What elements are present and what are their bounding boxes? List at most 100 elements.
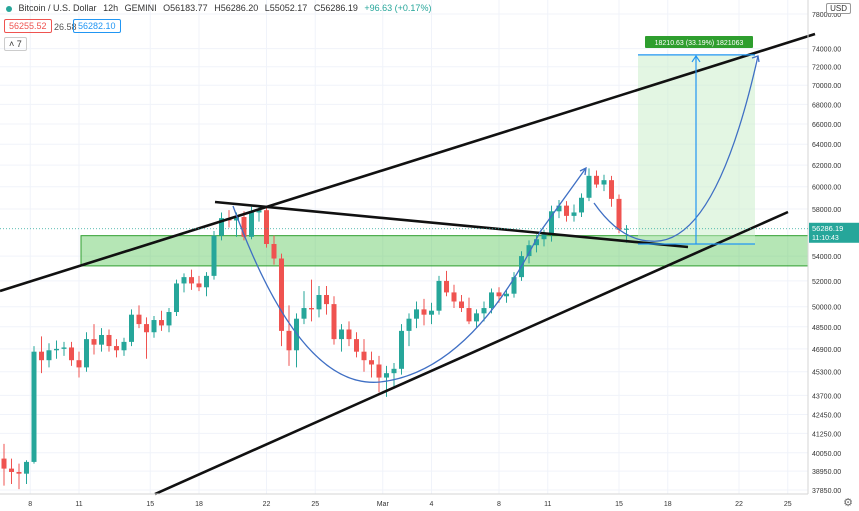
candle-body: [331, 304, 337, 340]
candle-body: [421, 309, 427, 315]
ohlc-close: C56286.19: [313, 3, 358, 13]
candle-body: [444, 280, 449, 293]
measure-label-bg: [645, 36, 753, 48]
price-tick-label: 50000.00: [812, 305, 841, 312]
candle-body: [54, 348, 59, 351]
time-tick-label: 25: [784, 501, 792, 508]
candle-body: [624, 228, 629, 230]
candle-body: [406, 318, 412, 331]
candle-body: [99, 334, 104, 345]
price-tick-label: 58000.00: [812, 207, 841, 214]
candle-body: [564, 205, 569, 216]
price-tick-label: 41250.00: [812, 431, 841, 438]
price-tick-label: 68000.00: [812, 102, 841, 109]
candle-body: [466, 308, 472, 322]
price-tick-label: 42450.00: [812, 412, 841, 419]
exchange-label: GEMINI: [124, 3, 157, 13]
candle-body: [361, 351, 367, 361]
candle-body: [451, 292, 457, 302]
candle-body: [61, 347, 67, 349]
neckline: [214, 200, 689, 249]
candle-body: [144, 324, 149, 333]
candle-body: [196, 283, 202, 288]
candle-body: [76, 360, 82, 368]
candle-body: [249, 212, 254, 237]
time-axis[interactable]: 8 11 15 18 22 25 Mar 4 8 11 15 18 22 25: [0, 493, 808, 508]
lower-channel-line: [154, 210, 789, 496]
time-tick-label: 4: [430, 501, 434, 508]
symbol-name[interactable]: Bitcoin / U.S. Dollar: [18, 3, 97, 13]
candle-body: [129, 314, 134, 342]
drawings: [0, 32, 816, 496]
candle-body: [369, 360, 374, 365]
candle-body: [579, 197, 584, 213]
price-axis[interactable]: 78000.00 74000.00 72000.00 70000.00 68000.00…: [807, 0, 841, 495]
candle-body: [414, 309, 419, 319]
candle-body: [211, 235, 217, 276]
candle-body: [286, 330, 292, 351]
candle-body: [549, 211, 554, 235]
candle-body: [459, 301, 464, 309]
candle-body: [474, 313, 479, 322]
candle-body: [586, 175, 592, 198]
currency-badge[interactable]: USD: [826, 3, 851, 14]
candle-body: [204, 275, 209, 288]
price-tick-label: 66000.00: [812, 122, 841, 129]
price-tick-label: 52000.00: [812, 279, 841, 286]
candle-body: [594, 175, 599, 185]
candle-body: [571, 212, 577, 216]
interval-label[interactable]: 12h: [103, 3, 119, 13]
candle-body: [511, 277, 517, 294]
candle-body: [384, 373, 389, 378]
candle-body: [601, 180, 607, 185]
candle-body: [151, 320, 157, 333]
sell-price-button[interactable]: 56255.52: [4, 19, 52, 33]
indicators-toggle[interactable]: ˄ 7: [4, 37, 27, 51]
candle-body: [324, 294, 329, 305]
gear-icon[interactable]: ⚙: [843, 497, 853, 509]
candle-body: [91, 339, 97, 345]
time-tick-label: 25: [311, 501, 319, 508]
candle-body: [339, 329, 344, 340]
candle-body: [46, 350, 52, 361]
price-tick-label: 78000.00: [812, 12, 841, 19]
candle-body: [354, 339, 359, 352]
price-tick-label: 37850.00: [812, 488, 841, 495]
candle-body: [16, 471, 22, 474]
candle-body: [391, 368, 397, 374]
candle-body: [271, 243, 277, 259]
candle-body: [399, 330, 404, 369]
price-labels: 18210.63 (33.19%) 1821063 56286.19 11:10:4…: [0, 36, 859, 243]
candle-body: [264, 210, 269, 244]
buy-price-button[interactable]: 56282.10: [73, 19, 121, 33]
candle-body: [541, 234, 547, 240]
time-tick-label: 11: [544, 501, 551, 508]
ohlc-open: O56183.77: [163, 3, 208, 13]
ohlc-high: H56286.20: [214, 3, 259, 13]
time-tick-label: 22: [735, 501, 743, 508]
time-tick-label: Mar: [377, 501, 390, 508]
chevron-up-icon: ˄: [9, 39, 15, 49]
projection-curve: [593, 55, 759, 242]
candle-body: [616, 198, 622, 230]
candle-body: [159, 320, 164, 326]
candle-body: [9, 468, 14, 472]
time-tick-label: 11: [75, 501, 82, 508]
candle-body: [84, 339, 89, 368]
candle-body: [166, 312, 172, 326]
candle-body: [181, 277, 187, 284]
upper-channel-line: [0, 32, 816, 293]
price-tick-label: 45300.00: [812, 370, 841, 377]
price-tick-label: 40050.00: [812, 451, 841, 458]
last-price-label: 56286.19: [812, 224, 843, 233]
candle-body: [31, 351, 37, 462]
candle-body: [189, 277, 194, 284]
time-tick-label: 15: [146, 501, 154, 508]
candle-body: [106, 334, 112, 347]
price-tick-label: 38950.00: [812, 469, 841, 476]
countdown-label: 11:10:43: [812, 235, 839, 242]
candle-body: [489, 292, 494, 309]
time-tick-label: 18: [664, 501, 672, 508]
cup-arrow-head: [579, 166, 587, 176]
